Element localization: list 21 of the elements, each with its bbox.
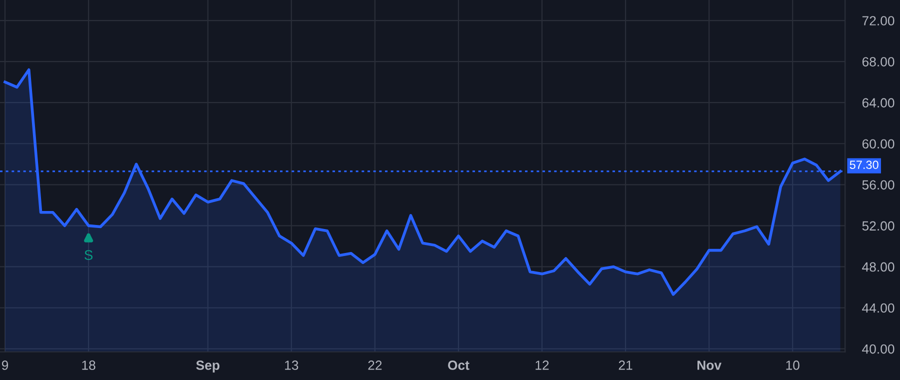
y-tick-label: 68.00 [862,57,894,66]
y-tick-label: 72.00 [862,16,894,26]
x-tick-label: 12 [536,360,549,370]
y-tick-label: 44.00 [862,303,894,313]
x-tick-label: Oct [448,360,470,370]
x-tick-label: 18 [82,360,96,370]
y-tick-label: 56.00 [862,180,894,190]
x-tick-label: 22 [368,360,382,370]
y-tick-label: 52.00 [862,221,894,231]
y-tick-label: 60.00 [862,139,894,149]
x-tick-label: Nov [697,360,722,370]
y-tick-label: 40.00 [862,344,894,354]
y-tick-label: 64.00 [862,98,894,108]
y-tick-label: 48.00 [862,262,894,272]
x-tick-label: 21 [618,360,632,370]
x-tick-label: 13 [285,360,298,370]
ref-line-label: 57.30 [850,160,878,169]
x-tick-label: Sep [196,360,220,373]
x-tick-label: 9 [2,360,8,370]
x-tick-label: 10 [786,360,800,370]
annotation: S [84,250,93,260]
